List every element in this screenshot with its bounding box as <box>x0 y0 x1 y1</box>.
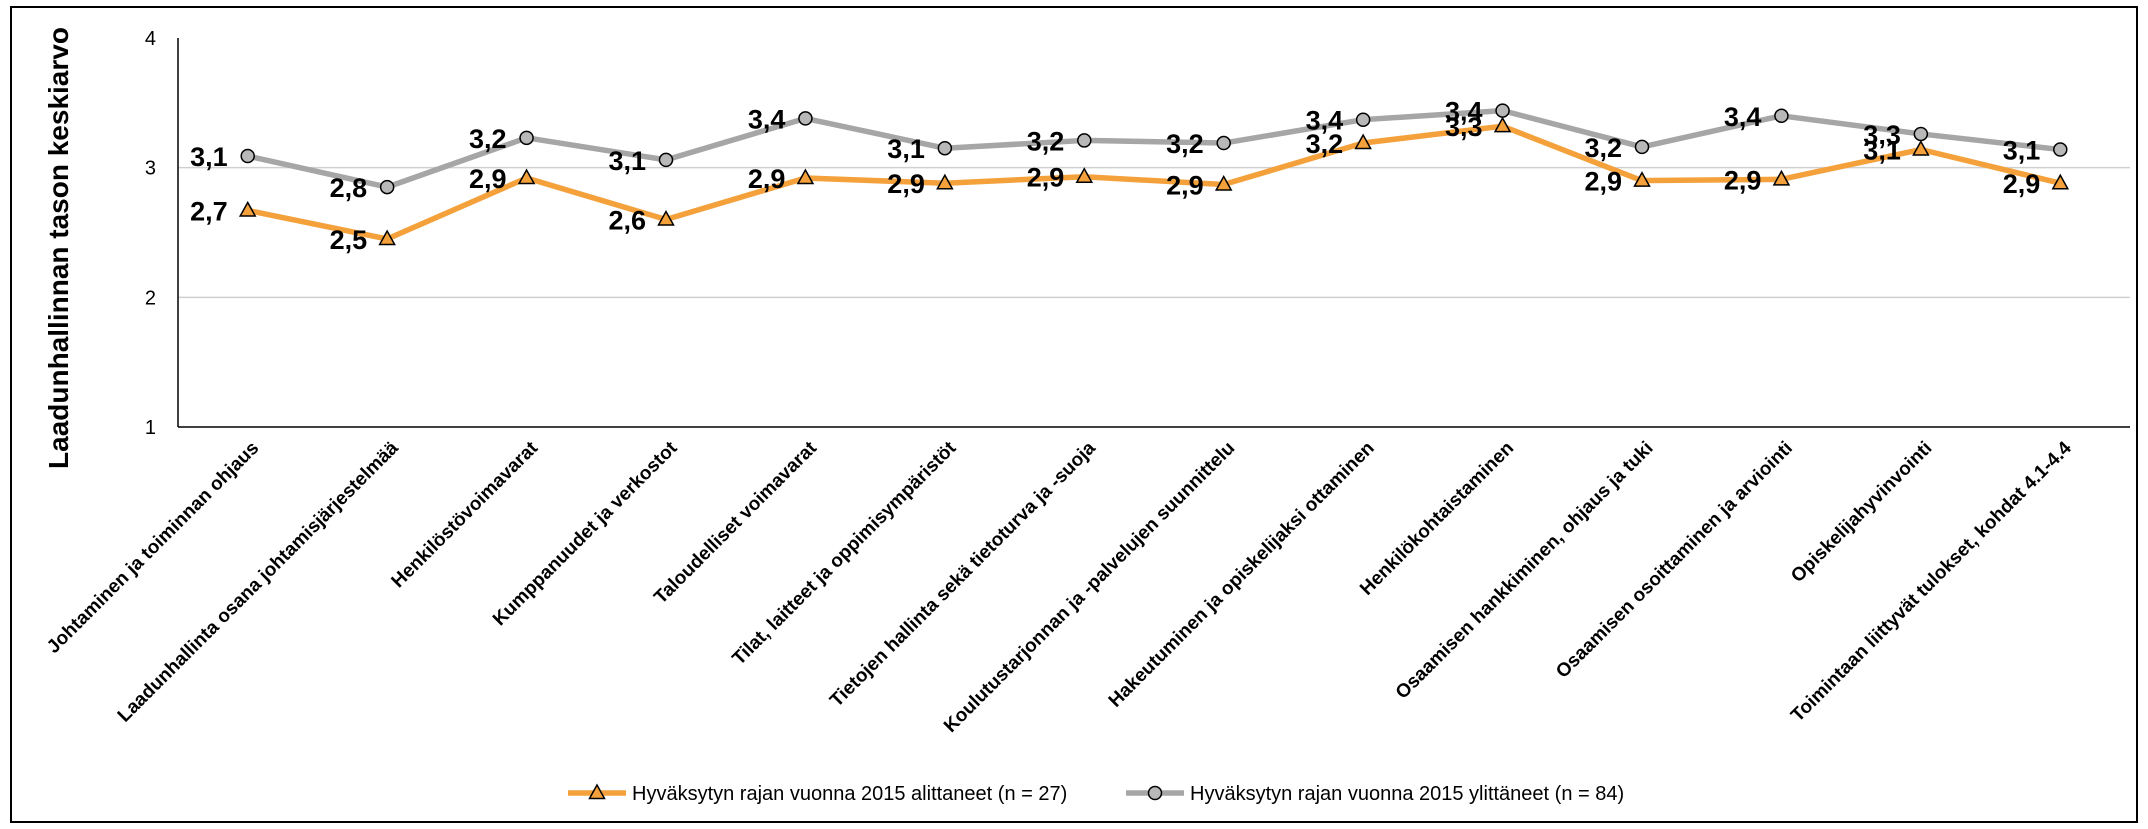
y-tick-label: 4 <box>145 28 156 50</box>
data-point-circle <box>1355 112 1371 127</box>
data-point-triangle <box>2051 173 2070 190</box>
data-label: 3,3 <box>1445 112 1483 142</box>
x-tick-label: Toimintaan liittyvät tulokset, kohdat 4.… <box>1787 437 2076 726</box>
data-label: 2,5 <box>330 225 368 255</box>
data-label: 3,1 <box>2003 136 2041 166</box>
data-label: 3,2 <box>1306 129 1344 159</box>
y-axis: 1 2 3 4 <box>145 28 2130 439</box>
data-point-circle <box>519 130 534 146</box>
data-label: 2,9 <box>1584 167 1622 197</box>
x-tick-label: Opiskelijahyvinvointi <box>1787 438 1936 587</box>
data-label: 3,4 <box>1724 102 1762 132</box>
legend: Hyväksytyn rajan vuonna 2015 alittaneet … <box>568 783 1624 805</box>
x-tick-label: Hakeutuminen ja opiskelijaksi ottaminen <box>1105 438 1379 712</box>
legend-marker-circle <box>1147 785 1163 801</box>
x-tick-label: Henkilökohtaistaminen <box>1356 438 1518 600</box>
data-point-triangle <box>378 229 396 246</box>
data-label: 3,2 <box>1166 129 1204 159</box>
chart-frame <box>10 6 2138 823</box>
series-line <box>247 107 2061 190</box>
data-label: 3,1 <box>1863 136 1901 166</box>
data-label: 2,9 <box>1027 163 1065 193</box>
x-tick-label: Koulutustarjonnan ja -palvelujen suunnit… <box>940 438 1239 737</box>
data-label: 2,8 <box>330 173 368 203</box>
data-point-triangle <box>517 168 536 185</box>
data-point-circle <box>240 148 255 164</box>
data-label: 2,9 <box>748 164 786 194</box>
data-point-triangle <box>1912 139 1930 156</box>
data-label: 3,4 <box>1306 106 1344 136</box>
data-label: 2,6 <box>608 206 646 236</box>
data-label: 2,9 <box>1724 165 1762 195</box>
data-label: 2,9 <box>469 164 507 194</box>
data-point-triangle <box>1354 133 1372 150</box>
data-label: 3,1 <box>608 146 646 176</box>
data-label: 2,9 <box>1166 171 1204 201</box>
data-label: 3,2 <box>469 124 507 154</box>
legend-label: Hyväksytyn rajan vuonna 2015 ylittäneet … <box>1190 783 1624 805</box>
legend-marker-triangle <box>588 783 606 800</box>
data-label: 3,1 <box>190 142 228 172</box>
data-labels: 2,72,52,92,62,9 2,9 2,9 2,93,23,32,9 2,93,12… <box>190 97 2040 255</box>
data-point-triangle <box>1633 171 1651 187</box>
data-label: 2,9 <box>2003 169 2041 199</box>
data-point-circle <box>937 140 953 156</box>
series-lines <box>238 103 2070 246</box>
data-point-triangle <box>936 173 954 190</box>
data-label: 3,1 <box>887 134 925 164</box>
data-point-circle <box>1216 135 1231 151</box>
x-tick-label: Laadunhallinta osana johtamisjärjestelmä… <box>114 437 403 726</box>
data-label: 3,2 <box>1584 133 1622 163</box>
data-point-triangle <box>1075 167 1094 183</box>
data-label: 2,7 <box>190 196 228 226</box>
data-label: 3,4 <box>1445 97 1483 127</box>
y-tick-label: 3 <box>145 158 156 180</box>
data-point-triangle <box>1772 169 1791 186</box>
data-point-circle <box>2053 142 2068 157</box>
x-tick-label: Tietojen hallinta sekä tietoturva ja -su… <box>826 437 1100 711</box>
x-tick-label: Henkilöstövoimavarat <box>388 437 543 592</box>
data-point-circle <box>1634 139 1650 155</box>
x-tick-label: Osaamisen hankkiminen, ohjaus ja tuki <box>1392 438 1658 704</box>
data-point-circle <box>1774 108 1789 124</box>
data-point-triangle <box>1214 174 1233 191</box>
data-point-circle <box>379 179 395 195</box>
x-tick-label: Taloudelliset voimavarat <box>650 437 821 608</box>
data-label: 3,2 <box>1027 126 1065 156</box>
data-point-circle <box>798 111 813 126</box>
data-point-triangle <box>238 200 257 217</box>
x-tick-label: Osaamisen osoittaminen ja arviointi <box>1552 438 1797 683</box>
data-point-triangle <box>1493 116 1512 133</box>
y-tick-label: 2 <box>145 287 156 309</box>
data-point-circle <box>1913 126 1929 142</box>
data-point-circle <box>1495 103 1510 118</box>
data-label: 3,4 <box>748 104 786 134</box>
data-label: 3,3 <box>1863 120 1901 150</box>
data-point-triangle <box>657 209 675 226</box>
data-point-circle <box>658 152 674 168</box>
x-axis-tick-labels: Johtaminen ja toiminnan ohjausLaadunhall… <box>43 437 2076 737</box>
data-point-triangle <box>796 168 815 185</box>
legend-label: Hyväksytyn rajan vuonna 2015 alittaneet … <box>632 783 1067 805</box>
gridlines <box>178 166 2130 299</box>
y-axis-title: Laadunhallinnan tason keskiarvo <box>43 27 74 469</box>
y-tick-label: 1 <box>145 417 156 439</box>
series-line <box>247 123 2061 242</box>
x-tick-label: Tilat, laitteet ja oppimisympäristöt <box>729 437 961 669</box>
data-point-circle <box>1077 133 1092 148</box>
data-label: 2,9 <box>887 169 925 199</box>
